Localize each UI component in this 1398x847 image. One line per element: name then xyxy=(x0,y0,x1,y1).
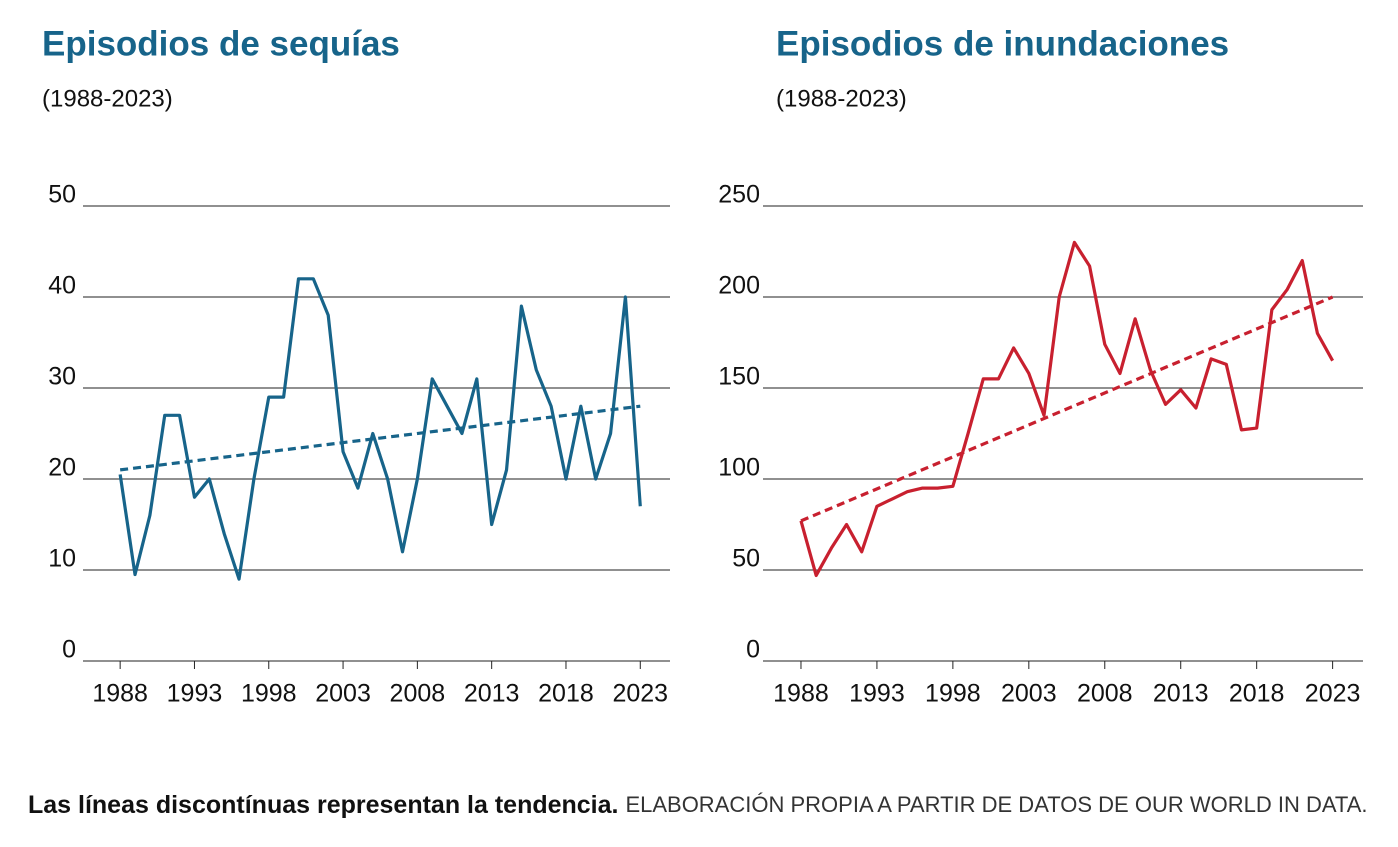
x-tick-label: 1993 xyxy=(167,680,223,708)
x-tick-label: 2018 xyxy=(1229,680,1285,708)
footer: Las líneas discontínuas representan la t… xyxy=(28,791,1367,819)
footer-bold: Las líneas discontínuas representan la t… xyxy=(28,791,618,819)
x-tick-label: 1993 xyxy=(849,680,905,708)
x-tick-label: 2023 xyxy=(1305,680,1361,708)
x-tick-label: 2003 xyxy=(1001,680,1057,708)
x-tick-label: 2003 xyxy=(315,680,371,708)
y-tick-label: 0 xyxy=(746,636,760,664)
y-tick-label: 150 xyxy=(718,363,760,391)
x-tick-label: 2008 xyxy=(1077,680,1133,708)
trend-line xyxy=(800,295,1334,523)
y-tick-label: 10 xyxy=(48,545,76,573)
y-tick-label: 200 xyxy=(718,272,760,300)
y-tick-label: 30 xyxy=(48,363,76,391)
chart-title: Episodios de sequías xyxy=(42,24,400,63)
y-tick-label: 40 xyxy=(48,272,76,300)
y-tick-label: 0 xyxy=(62,636,76,664)
footer-source: ELABORACIÓN PROPIA A PARTIR DE DATOS DE … xyxy=(625,792,1367,817)
x-tick-label: 2023 xyxy=(612,680,668,708)
x-tick-label: 1998 xyxy=(241,680,297,708)
y-tick-label: 20 xyxy=(48,454,76,482)
y-tick-label: 50 xyxy=(48,181,76,209)
x-tick-label: 2008 xyxy=(390,680,446,708)
x-tick-label: 1988 xyxy=(773,680,829,708)
data-line xyxy=(118,277,642,581)
y-tick-label: 250 xyxy=(718,181,760,209)
x-tick-label: 2013 xyxy=(464,680,520,708)
chart-title: Episodios de inundaciones xyxy=(776,24,1229,63)
chart-subtitle: (1988-2023) xyxy=(42,85,173,112)
y-tick-label: 50 xyxy=(732,545,760,573)
chart-subtitle: (1988-2023) xyxy=(776,85,907,112)
x-tick-label: 2013 xyxy=(1153,680,1209,708)
x-tick-label: 1998 xyxy=(925,680,981,708)
data-line xyxy=(799,240,1335,578)
y-tick-label: 100 xyxy=(718,454,760,482)
x-tick-label: 1988 xyxy=(92,680,148,708)
x-tick-label: 2018 xyxy=(538,680,594,708)
